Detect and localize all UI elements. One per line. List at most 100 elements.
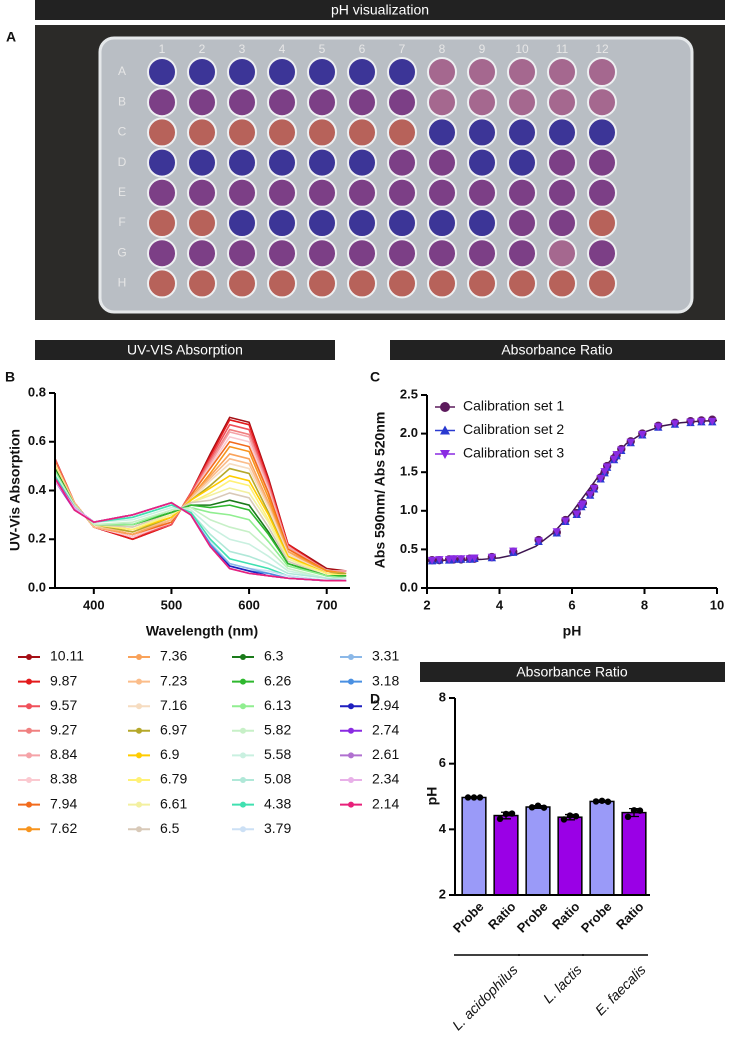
y-tick-label: 4: [439, 821, 447, 836]
well: [187, 177, 217, 208]
header: UV-VIS Absorption: [127, 342, 243, 358]
y-tick-label: 1.0: [400, 502, 418, 517]
data-point: [552, 528, 561, 536]
legend-swatch: [136, 654, 142, 660]
legend-swatch: [136, 777, 142, 783]
spectrum-line: [54, 477, 347, 582]
legend-label: Calibration set 1: [463, 398, 564, 414]
y-tick-label: 0.2: [28, 531, 46, 546]
legend-swatch: [136, 826, 142, 833]
well: [427, 57, 457, 87]
data-point: [596, 475, 605, 483]
well: [227, 238, 257, 269]
y-tick-label: 0.4: [28, 482, 47, 497]
plate-row-label: A: [118, 64, 126, 78]
plate-row-label: H: [118, 276, 127, 290]
plate-column-label: 9: [479, 42, 486, 56]
y-tick-label: 0.5: [400, 541, 418, 556]
legend-label: 2.74: [372, 722, 399, 738]
replicate-point: [624, 813, 632, 821]
legend-label: 6.26: [264, 672, 291, 688]
y-tick-label: 2.5: [400, 386, 418, 401]
header: Absorbance Ratio: [516, 664, 628, 680]
well: [387, 238, 417, 269]
x-tick-label: 400: [83, 597, 105, 612]
well: [427, 147, 457, 178]
well: [587, 87, 617, 118]
data-point: [435, 556, 444, 564]
well: [227, 177, 257, 208]
well: [347, 147, 377, 178]
well: [507, 57, 537, 87]
legend-swatch: [136, 678, 142, 685]
well: [187, 238, 217, 269]
plate-row-label: F: [118, 215, 125, 229]
well: [307, 57, 337, 87]
well: [187, 57, 217, 87]
data-point: [626, 438, 635, 447]
well: [267, 268, 297, 299]
legend-swatch: [136, 727, 142, 734]
panel-label: C: [370, 369, 380, 385]
well: [147, 177, 177, 208]
x-tick-label: Probe: [450, 899, 487, 936]
plate-row-label: B: [118, 94, 126, 108]
x-tick-label: 2: [423, 597, 430, 612]
data-point: [612, 451, 621, 459]
legend-swatch: [440, 402, 450, 412]
replicate-point: [508, 810, 516, 817]
data-point: [470, 554, 479, 563]
well: [227, 57, 257, 87]
well: [267, 87, 297, 118]
replicate-point: [464, 794, 472, 801]
plate-column-label: 7: [399, 42, 406, 56]
bar: [525, 806, 551, 896]
well: [467, 87, 497, 118]
legend-label: 7.16: [160, 697, 187, 713]
legend-swatch: [348, 801, 354, 808]
x-tick-label: Ratio: [613, 899, 647, 933]
legend-label: 5.58: [264, 746, 291, 762]
well: [347, 177, 377, 208]
legend-label: 8.84: [50, 746, 77, 762]
group-label: E. faecalis: [592, 961, 649, 1018]
legend-label: 10.11: [50, 648, 84, 664]
legend-swatch: [26, 727, 32, 734]
well: [227, 117, 257, 148]
legend-label: 8.38: [50, 771, 77, 787]
data-point: [578, 500, 588, 509]
x-axis-label: Wavelength (nm): [146, 623, 258, 639]
x-tick-label: Ratio: [549, 899, 583, 933]
legend-swatch: [240, 678, 246, 685]
legend-swatch: [240, 727, 246, 734]
well: [227, 87, 257, 118]
data-point: [449, 555, 459, 563]
well: [547, 208, 577, 238]
legend-label: 3.79: [264, 820, 291, 836]
well: [187, 268, 217, 299]
replicate-point: [534, 802, 542, 809]
replicate-point: [470, 794, 478, 801]
plate-row-label: E: [118, 185, 126, 199]
x-tick-label: Ratio: [485, 899, 519, 933]
well: [587, 268, 617, 299]
legend-label: 6.97: [160, 722, 187, 738]
header: Absorbance Ratio: [501, 342, 613, 358]
well: [427, 208, 457, 238]
x-axis-label: pH: [563, 623, 582, 639]
well: [427, 177, 457, 208]
legend-label: 9.87: [50, 672, 77, 688]
well: [507, 87, 537, 118]
legend-swatch: [136, 703, 142, 710]
spectrum-line: [54, 473, 347, 580]
header-bar: [35, 340, 335, 360]
data-point: [456, 555, 466, 563]
well: [307, 177, 337, 208]
legend-swatch: [348, 752, 354, 759]
well: [427, 268, 457, 299]
legend-label: 7.23: [160, 672, 187, 688]
legend-swatch: [26, 703, 32, 710]
bar: [589, 800, 615, 896]
legend-swatch: [240, 801, 246, 808]
